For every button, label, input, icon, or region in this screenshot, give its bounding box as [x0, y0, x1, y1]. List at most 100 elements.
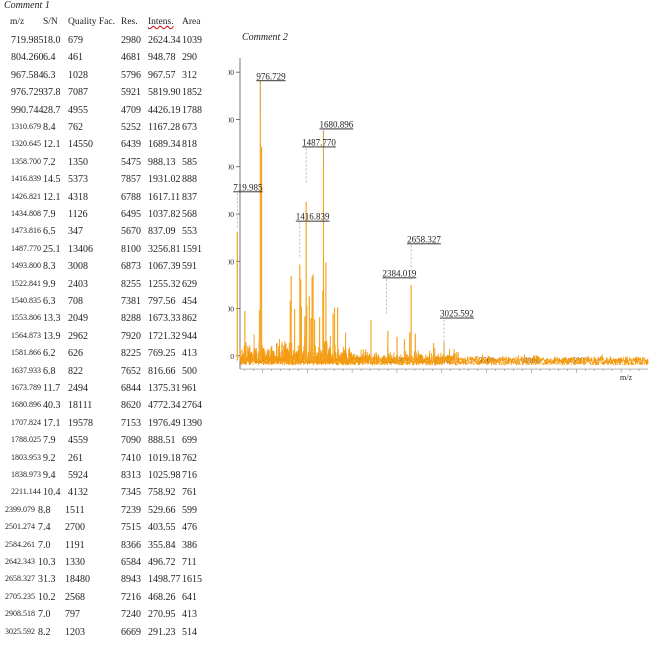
table-cell: 1167.28 [148, 122, 181, 133]
table-cell: 762 [68, 122, 83, 133]
table-cell: 762 [182, 452, 197, 464]
table-row: 1581.866 6.2 626 8225 769.25 413 [0, 348, 215, 366]
table-cell: 2980 [121, 35, 141, 46]
table-cell: 5252 [121, 122, 141, 133]
table-cell: 312 [182, 69, 197, 81]
table-cell: 14.5 [43, 174, 61, 186]
table-cell: 1931.02 [148, 174, 181, 186]
table-cell: 816.66 [148, 365, 176, 377]
table-cell: 386 [182, 539, 197, 551]
table-cell: 1310.679 [11, 122, 41, 131]
table-cell: 1721.32 [148, 330, 181, 342]
table-cell: 797.56 [148, 296, 176, 307]
table-row: 1553.806 13.3 2049 8288 1673.33 862 [0, 313, 215, 331]
table-cell: 13406 [68, 243, 93, 255]
table-cell: 553 [182, 226, 197, 238]
table-cell: 1680.896 [11, 400, 41, 410]
table-cell: 2624.34 [148, 35, 181, 46]
table-cell: 10.4 [43, 487, 61, 499]
table-header-1: S/N [43, 17, 58, 27]
table-cell: 7.0 [38, 539, 51, 551]
table-cell: 8225 [121, 348, 141, 360]
table-row: 1707.824 17.1 19578 7153 1976.49 1390 [0, 418, 215, 436]
peak-annotation: 2658.327 [407, 234, 441, 244]
table-cell: 7216 [121, 591, 141, 603]
table-cell: 6844 [121, 383, 141, 394]
table-cell: 25.1 [43, 243, 61, 255]
table-cell: 1330 [65, 557, 85, 568]
table-row: 2211.144 10.4 4132 7345 758.92 761 [0, 487, 215, 505]
table-cell: 7.4 [38, 522, 51, 534]
table-cell: 888 [182, 174, 197, 186]
table-header-3: Res. [121, 17, 138, 27]
table-cell: 8366 [121, 539, 141, 551]
table-cell: 761 [182, 487, 197, 499]
table-row: 1434.808 7.9 1126 6495 1037.82 568 [0, 209, 215, 227]
table-cell: 948.78 [148, 52, 176, 64]
table-cell: 708 [68, 296, 83, 307]
table-cell: 7239 [121, 504, 141, 516]
table-cell: 1426.821 [11, 191, 41, 201]
table-cell: 6439 [121, 139, 141, 151]
table-cell: 818 [182, 139, 197, 151]
table-cell: 6873 [121, 261, 141, 273]
table-cell: 822 [68, 365, 83, 377]
table-cell: 797 [65, 609, 80, 621]
table-row: 1637.933 6.8 822 7652 816.66 500 [0, 366, 215, 384]
y-tick-label: 4000 [228, 163, 234, 172]
table-cell: 1350 [68, 156, 88, 168]
table-row: 1487.770 25.1 13406 8100 3256.81 1591 [0, 244, 215, 262]
table-cell: 8943 [121, 574, 141, 586]
table-cell: 7410 [121, 452, 141, 464]
table-cell: 3008 [68, 261, 88, 273]
table-cell: 514 [182, 626, 197, 638]
table-cell: 641 [182, 591, 197, 603]
table-row: 1320.645 12.1 14550 6439 1689.34 818 [0, 139, 215, 157]
peak-annotation: 1416.839 [296, 212, 330, 222]
table-cell: 3256.81 [148, 243, 181, 255]
table-cell: 1067.39 [148, 261, 181, 273]
table-cell: 468.26 [148, 591, 176, 603]
table-cell: 37.8 [43, 87, 61, 99]
table-cell: 837.09 [148, 226, 176, 238]
table-row: 719.985 18.0 679 2980 2624.34 1039 [0, 35, 215, 53]
table-row: 804.260 6.4 461 4681 948.78 290 [0, 52, 215, 70]
table-cell: 990.744 [11, 104, 44, 116]
table-cell: 7857 [121, 174, 141, 186]
table-cell: 2568 [65, 591, 85, 603]
table-cell: 585 [182, 156, 197, 168]
table-row: 2705.235 10.2 2568 7216 468.26 641 [0, 592, 215, 610]
table-cell: 2494 [68, 383, 88, 394]
table-cell: 28.7 [43, 104, 61, 116]
table-cell: 40.3 [43, 400, 61, 412]
table-cell: 961 [182, 383, 197, 394]
peak-annotation: 1680.896 [319, 119, 353, 129]
y-tick-label: 3000 [228, 210, 234, 219]
table-cell: 8313 [121, 470, 141, 481]
table-cell: 4681 [121, 52, 141, 64]
table-cell: 8.8 [38, 504, 51, 516]
table-cell: 2658.327 [5, 574, 35, 584]
table-cell: 1037.82 [148, 209, 181, 220]
table-cell: 17.1 [43, 417, 61, 429]
table-cell: 4709 [121, 104, 141, 116]
table-cell: 476 [182, 522, 197, 534]
table-cell: 8.3 [43, 261, 56, 273]
table-cell: 944 [182, 330, 197, 342]
table-cell: 976.729 [11, 87, 44, 99]
spectrum-noise [239, 332, 649, 366]
table-cell: 1707.824 [11, 417, 41, 427]
table-cell: 699 [182, 435, 197, 447]
table-row: 1803.953 9.2 261 7410 1019.18 762 [0, 453, 215, 471]
table-row: 1522.841 9.9 2403 8255 1255.32 629 [0, 279, 215, 297]
table-cell: 888.51 [148, 435, 176, 447]
table-cell: 7345 [121, 487, 141, 499]
table-cell: 2211.144 [11, 487, 41, 497]
table-cell: 8620 [121, 400, 141, 412]
table-cell: 13.3 [43, 313, 61, 325]
table-row: 1540.835 6.3 708 7381 797.56 454 [0, 296, 215, 314]
table-cell: 1553.806 [11, 313, 41, 323]
table-cell: 11.7 [43, 383, 61, 394]
table-cell: 1375.31 [148, 383, 181, 394]
table-cell: 1522.841 [11, 278, 41, 288]
